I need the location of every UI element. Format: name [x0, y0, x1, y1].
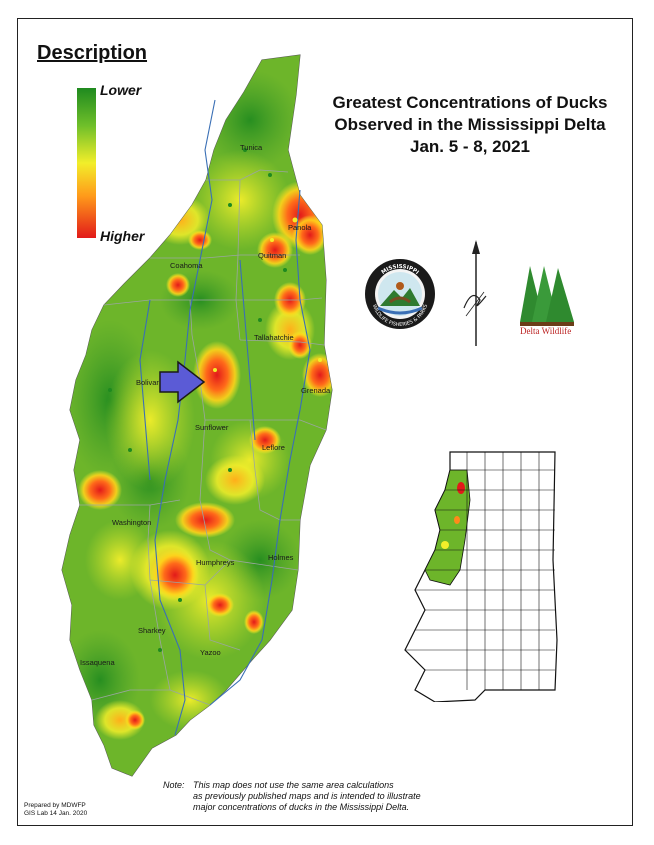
county-label-holmes: Holmes — [268, 553, 294, 562]
prepared-by: Prepared by MDWFP GIS Lab 14 Jan. 2020 — [24, 802, 87, 818]
county-label-washington: Washington — [112, 518, 151, 527]
title-line-3: Jan. 5 - 8, 2021 — [409, 137, 531, 156]
prepared-line-1: Prepared by MDWFP — [24, 802, 86, 809]
county-label-panola: Panola — [288, 223, 312, 232]
legend-high-label: Higher — [100, 228, 145, 244]
delta-wildlife-logo-icon — [520, 266, 574, 326]
note-line-2: as previously published maps and is inte… — [193, 791, 421, 801]
prepared-line-2: GIS Lab 14 Jan. 2020 — [24, 810, 88, 817]
county-label-sharkey: Sharkey — [138, 626, 166, 635]
note-line-1: This map does not use the same area calc… — [193, 780, 394, 790]
north-arrow-icon — [463, 240, 487, 346]
legend-low-label: Lower — [100, 82, 142, 98]
sighting-speckles — [108, 148, 322, 652]
county-label-yazoo: Yazoo — [200, 648, 221, 657]
county-label-bolivar: Bolivar — [136, 378, 159, 387]
county-label-humphreys: Humphreys — [196, 558, 235, 567]
legend-color-bar — [77, 88, 96, 238]
county-label-issaquena: Issaquena — [80, 658, 115, 667]
county-label-sunflower: Sunflower — [195, 423, 229, 432]
note-body: This map does not use the same area calc… — [193, 780, 493, 813]
county-label-grenada: Grenada — [301, 386, 331, 395]
county-label-quitman: Quitman — [258, 251, 286, 260]
highlight-arrow-icon — [159, 360, 206, 404]
state-outline — [404, 451, 558, 702]
map-frame — [17, 18, 633, 826]
title-line-2: Observed in the Mississippi Delta — [334, 115, 606, 134]
legend-title: Description — [37, 42, 148, 64]
county-label-leflore: Leflore — [262, 443, 285, 452]
rivers — [139, 99, 311, 736]
note-label: Note: — [163, 780, 185, 790]
state-inset-map — [404, 451, 558, 702]
county-label-tunica: Tunica — [240, 143, 263, 152]
map-title: Greatest Concentrations of Ducks Observe… — [300, 92, 640, 158]
note-line-3: major concentrations of ducks in the Mis… — [193, 802, 410, 812]
title-line-1: Greatest Concentrations of Ducks — [332, 93, 608, 112]
county-label-coahoma: Coahoma — [170, 261, 203, 270]
svg-text:MISSISSIPPI: MISSISSIPPI — [381, 264, 420, 276]
delta-wildlife-text: Delta Wildlife — [520, 326, 572, 336]
county-label-tallahatchie: Tallahatchie — [254, 333, 294, 342]
county-lines — [80, 169, 327, 706]
mdwfp-seal-icon: MISSISSIPPI WILDLIFE FISHERIES & PARKS — [365, 259, 435, 329]
county-labels: Tunica Panola Coahoma Quitman Tallahatch… — [80, 143, 331, 667]
